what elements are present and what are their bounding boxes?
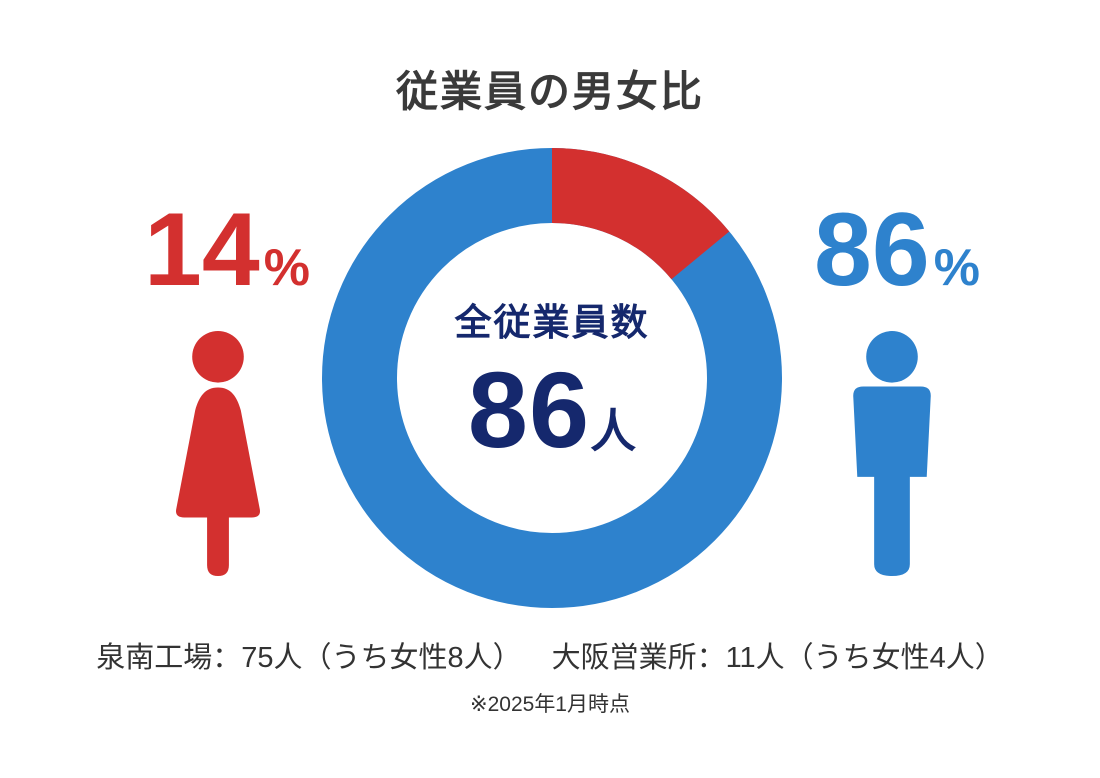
page-title: 従業員の男女比 [395,68,704,115]
female-percent-value: 14 [144,192,260,308]
site-breakdown: 泉南工場：75人（うち女性8人） 大阪営業所：11人（うち女性4人） [0,634,1100,676]
breakdown-sennan: 泉南工場：75人（うち女性8人） [96,642,522,674]
male-percent-value: 86 [814,192,930,308]
donut-chart: 全従業員数 86人 [322,148,782,608]
female-percent-sign: % [263,239,310,297]
breakdown-osaka: 大阪営業所：11人（うち女性4人） [551,642,1004,674]
date-note: ※2025年1月時点 [470,693,630,716]
female-percent-label: 14% [112,198,342,302]
female-icon [158,330,278,578]
male-percent-sign: % [933,239,980,297]
male-icon [832,330,952,578]
male-percent-label: 86% [782,198,1012,302]
donut-slice-female [322,148,782,608]
